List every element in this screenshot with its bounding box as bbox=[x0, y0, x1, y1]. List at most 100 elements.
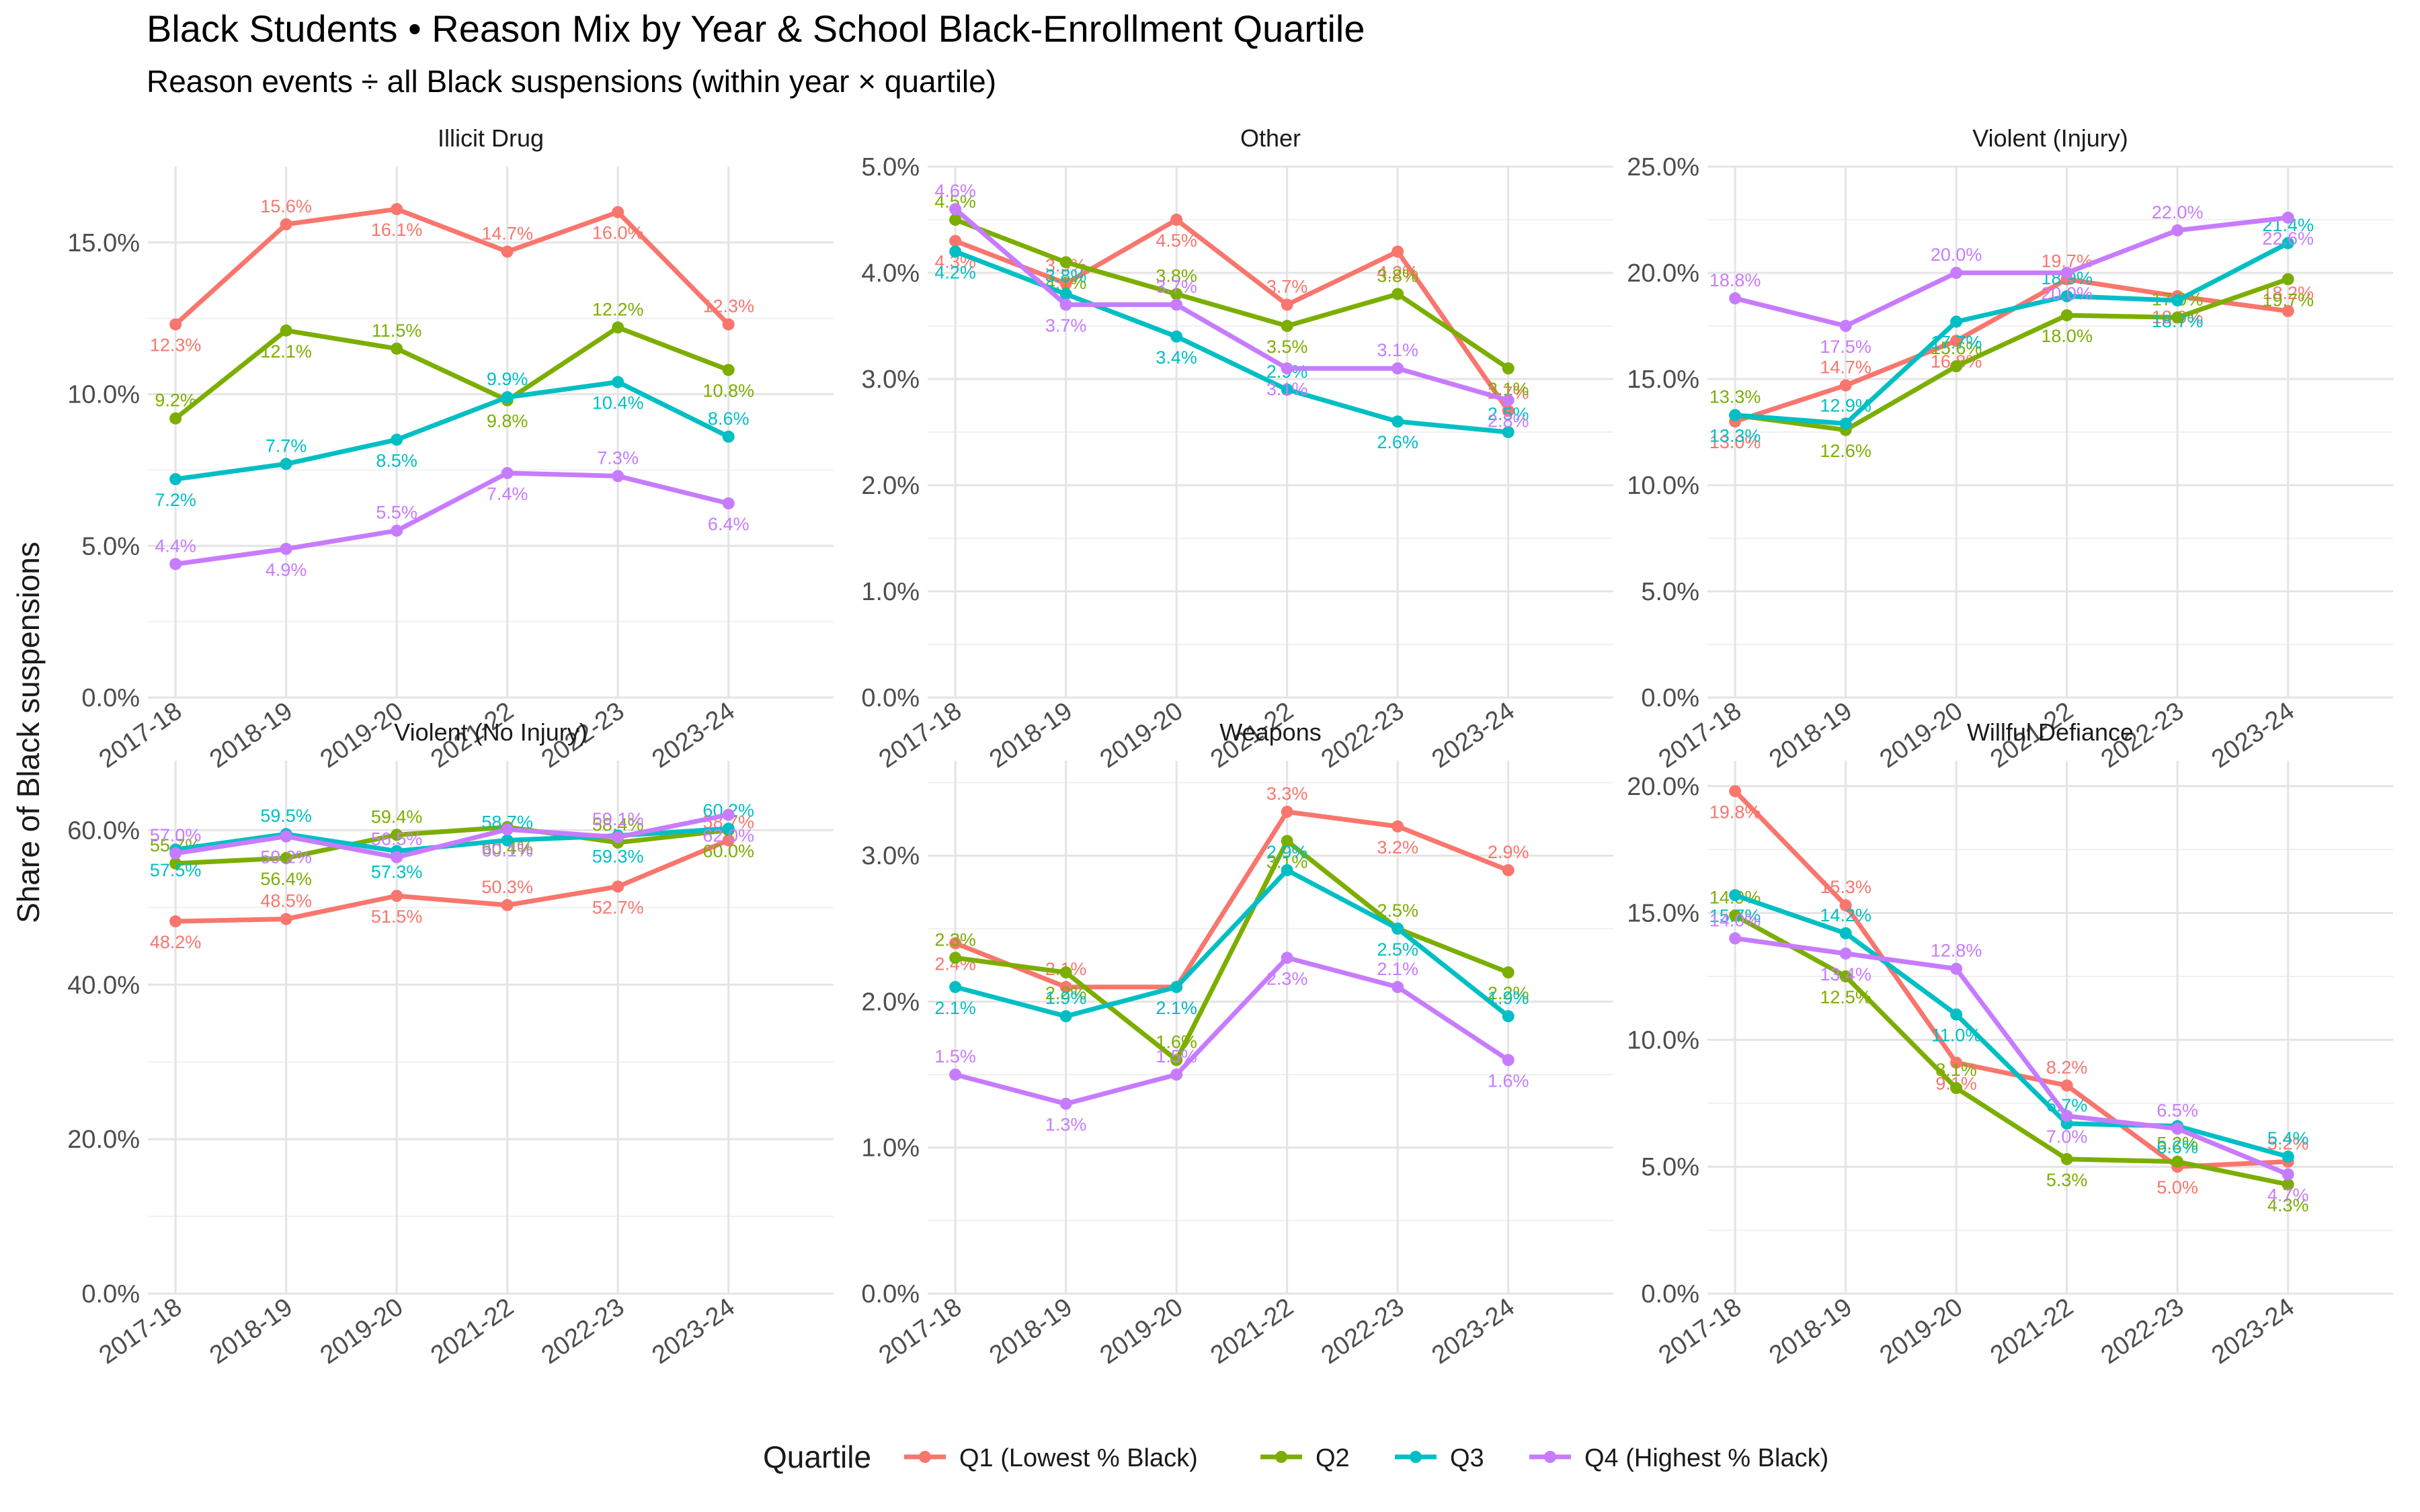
data-label-q2: 5.3% bbox=[2046, 1170, 2088, 1190]
x-tick-label: 2022-23 bbox=[1316, 1293, 1409, 1370]
data-point-q2 bbox=[2282, 1178, 2294, 1191]
data-label-q3: 9.9% bbox=[487, 369, 528, 389]
data-point-q2 bbox=[2060, 1152, 2073, 1165]
data-label-q4: 2.8% bbox=[1488, 411, 1529, 431]
data-label-q3: 2.1% bbox=[1156, 998, 1197, 1018]
data-label-q3: 10.4% bbox=[592, 393, 644, 413]
data-label-q4: 5.5% bbox=[376, 503, 417, 523]
data-label-q1: 4.5% bbox=[1156, 230, 1197, 251]
data-point-q4 bbox=[949, 1068, 962, 1081]
data-point-q4 bbox=[722, 808, 735, 821]
y-tick-label: 2.0% bbox=[861, 472, 920, 500]
data-label-q4: 3.7% bbox=[1156, 276, 1197, 296]
data-label-q1: 12.3% bbox=[150, 335, 202, 355]
data-label-q4: 22.6% bbox=[2262, 228, 2314, 249]
data-point-q3 bbox=[1839, 417, 1852, 430]
data-label-q2: 13.3% bbox=[1709, 387, 1761, 407]
data-point-q2 bbox=[1170, 288, 1183, 300]
data-label-q3: 7.2% bbox=[155, 490, 196, 510]
data-label-q4: 7.3% bbox=[597, 448, 639, 468]
x-tick-label: 2022-23 bbox=[1316, 697, 1409, 773]
data-point-q2 bbox=[949, 214, 962, 226]
data-label-q3: 2.5% bbox=[1377, 939, 1418, 960]
data-label-q3: 18.7% bbox=[2152, 311, 2204, 331]
data-point-q2 bbox=[169, 857, 182, 870]
data-label-q4: 4.6% bbox=[934, 181, 976, 201]
data-point-q3 bbox=[1729, 889, 1742, 902]
data-label-q4: 60.1% bbox=[481, 840, 533, 860]
panel-title-illicit-drug: Illicit Drug bbox=[438, 124, 544, 152]
series-line-q1 bbox=[953, 809, 1511, 990]
data-label-q4: 1.5% bbox=[934, 1046, 976, 1066]
data-point-q2 bbox=[1502, 966, 1515, 979]
data-label-q4: 59.2% bbox=[260, 847, 312, 868]
data-point-q3 bbox=[1281, 864, 1293, 876]
data-point-q3 bbox=[1502, 426, 1515, 438]
y-tick-label: 40.0% bbox=[67, 971, 140, 999]
data-point-q1 bbox=[169, 318, 182, 331]
data-point-q2 bbox=[2171, 311, 2184, 324]
data-point-q4 bbox=[2171, 1122, 2184, 1135]
data-label-q3: 6.6% bbox=[2156, 1137, 2198, 1157]
data-label-q3: 2.5% bbox=[1488, 404, 1529, 424]
x-tick-label: 2021-22 bbox=[426, 1293, 519, 1370]
legend-marker-q3 bbox=[1410, 1451, 1422, 1463]
series-line-q2 bbox=[953, 838, 1511, 1062]
data-label-q2: 2.2% bbox=[1045, 983, 1087, 1003]
x-tick-label: 2019-20 bbox=[315, 1293, 408, 1370]
data-label-q2: 12.1% bbox=[260, 341, 312, 362]
x-tick-label: 2023-24 bbox=[647, 697, 740, 773]
data-point-q2 bbox=[169, 412, 182, 425]
data-point-q4 bbox=[1839, 320, 1852, 332]
data-point-q1 bbox=[2282, 304, 2294, 317]
data-point-q2 bbox=[949, 952, 962, 964]
y-tick-label: 1.0% bbox=[861, 578, 920, 606]
data-label-q4: 6.5% bbox=[2156, 1101, 2198, 1121]
data-label-q2: 18.0% bbox=[2041, 326, 2093, 346]
legend: Quartile Q1 (Lowest % Black) Q2 Q3 Q4 (Highe… bbox=[763, 1439, 1828, 1474]
series-line-q4 bbox=[953, 206, 1511, 403]
data-label-q1: 8.2% bbox=[2046, 1057, 2088, 1077]
data-label-q2: 60.0% bbox=[702, 841, 754, 861]
data-label-q2: 8.1% bbox=[1935, 1060, 1977, 1080]
x-tick-label: 2021-22 bbox=[1206, 1293, 1299, 1370]
series-line-q1 bbox=[1732, 276, 2291, 424]
y-tick-label: 15.0% bbox=[1627, 366, 1699, 394]
data-point-q4 bbox=[501, 823, 514, 836]
data-point-q1 bbox=[1950, 1056, 1963, 1069]
y-tick-label: 5.0% bbox=[81, 532, 140, 560]
data-label-q3: 14.2% bbox=[1820, 905, 1871, 925]
data-point-q1 bbox=[1950, 335, 1963, 347]
data-label-q4: 12.8% bbox=[1931, 941, 1982, 961]
data-point-q3 bbox=[169, 472, 182, 485]
data-point-q4 bbox=[2060, 1109, 2073, 1122]
data-point-q4 bbox=[1729, 292, 1742, 304]
data-label-q1: 52.7% bbox=[592, 897, 644, 917]
data-label-q2: 12.2% bbox=[592, 299, 644, 319]
data-label-q4: 2.3% bbox=[1266, 968, 1308, 989]
data-point-q3 bbox=[1170, 980, 1183, 993]
series-line-q4 bbox=[1732, 215, 2291, 329]
data-point-q1 bbox=[1502, 405, 1515, 417]
panel-violent-injury: Violent (Injury) 0.0% 5.0% 10.0% 15.0% 20.0% 2… bbox=[1627, 124, 2393, 773]
data-label-q4: 20.0% bbox=[1931, 245, 1982, 265]
x-tick-label: 2019-20 bbox=[1875, 1293, 1968, 1370]
data-point-q4 bbox=[1502, 1054, 1515, 1066]
data-point-q3 bbox=[1950, 1008, 1963, 1021]
data-point-q3 bbox=[2171, 294, 2184, 307]
chart-title: Black Students • Reason Mix by Year & Sc… bbox=[147, 7, 1365, 50]
legend-title: Quartile bbox=[763, 1439, 871, 1474]
panel-title-other: Other bbox=[1240, 124, 1301, 152]
series-line-q3 bbox=[1732, 241, 2291, 426]
data-label-q4: 17.5% bbox=[1820, 337, 1871, 357]
y-tick-label: 3.0% bbox=[861, 842, 920, 870]
data-label-q4: 3.1% bbox=[1377, 340, 1418, 360]
data-label-q3: 8.6% bbox=[708, 409, 750, 429]
data-point-q4 bbox=[1392, 362, 1404, 375]
series-line-q3 bbox=[173, 380, 731, 482]
data-point-q3 bbox=[949, 980, 962, 993]
data-label-q4: 6.4% bbox=[708, 514, 750, 534]
data-point-q2 bbox=[1950, 360, 1963, 373]
